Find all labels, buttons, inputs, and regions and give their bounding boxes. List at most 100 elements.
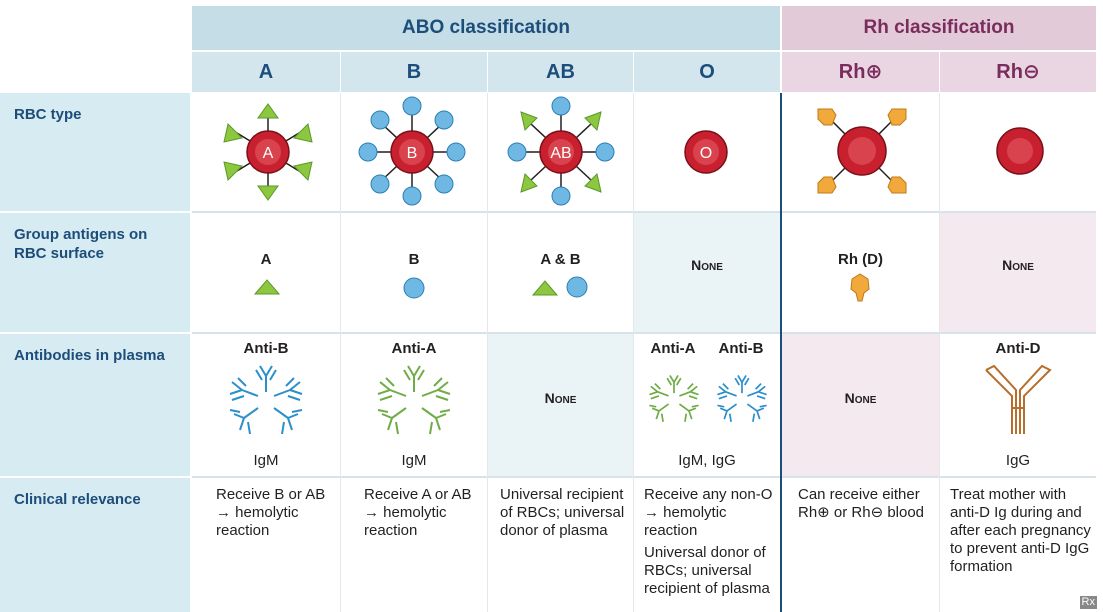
- antigen-cell-b: B: [341, 213, 487, 332]
- antigen-ab-icon: [532, 276, 588, 298]
- clinical-text: Receive A or AB → hemolytic reaction: [364, 486, 472, 539]
- clinical-cell-a: Receive B or AB → hemolytic reaction: [192, 478, 340, 612]
- antigen-b-circle: [434, 174, 454, 194]
- grid-line: [340, 93, 341, 612]
- igm-antibody-icon: [229, 365, 303, 435]
- antigen-label: Rh (D): [838, 251, 883, 268]
- clinical-cell-o: Receive any non-O → hemolytic reaction U…: [634, 478, 780, 612]
- antibody-name: Anti-A: [391, 340, 437, 357]
- column-header-rh-positive: Rh⊕: [782, 52, 939, 92]
- antibody-cell-b: Anti-A IgM: [341, 334, 487, 476]
- antigen-a-triangle: [520, 173, 538, 193]
- none-label: None: [691, 257, 723, 273]
- rh-header: Rh classification: [782, 6, 1096, 50]
- antigen-a-triangle: [293, 123, 313, 143]
- none-label: None: [844, 390, 877, 406]
- clinical-cell-rh-negative: Treat mother with anti-D Ig during and a…: [940, 478, 1096, 612]
- antibody-cell-o: Anti-A Anti-B IgM, IgG: [634, 334, 780, 476]
- grid-line: [192, 332, 1096, 334]
- clinical-cell-ab: Universal recipient of RBCs; universal d…: [488, 478, 633, 612]
- column-header-rh-negative: Rh⊖: [940, 52, 1096, 92]
- antibody-cell-rh-negative: Anti-D IgG: [940, 334, 1096, 476]
- antibody-type: IgM, IgG: [678, 452, 736, 469]
- clinical-text-o-1: Receive any non-O → hemolytic reaction: [644, 486, 773, 539]
- column-header-o: O: [634, 52, 780, 92]
- antigen-cell-rh-positive: Rh (D): [782, 213, 939, 332]
- rbc-b-diagram: B: [358, 96, 466, 206]
- rbc-rh-positive-diagram: [817, 108, 907, 194]
- antibody-type: IgG: [1005, 452, 1031, 469]
- antigen-b-circle: [370, 174, 390, 194]
- none-label: None: [544, 390, 577, 406]
- antibody-name: Anti-B: [243, 340, 289, 357]
- rh-negative-antigen-cell: [940, 213, 1096, 332]
- antigen-cell-rh-negative: None: [940, 213, 1096, 332]
- antigen-label: B: [408, 251, 420, 268]
- column-header-a: A: [192, 52, 340, 92]
- antigen-rh-shape: [887, 176, 907, 194]
- antibody-name: Anti-D: [995, 340, 1041, 357]
- antigen-a-triangle: [520, 111, 538, 131]
- row-label-antigens: Group antigens on RBC surface: [0, 213, 190, 332]
- antigen-rh-icon: [850, 273, 870, 302]
- row-label-rbc-type: RBC type: [0, 93, 190, 211]
- clinical-text: Can receive either Rh⊕ or Rh⊖ blood: [798, 486, 925, 521]
- o-antigen-cell: [634, 213, 780, 332]
- antigen-b-circle: [358, 142, 378, 162]
- antigen-a-icon: [254, 279, 280, 295]
- grid-line: [633, 93, 634, 612]
- antibody-name: Anti-A: [650, 340, 696, 357]
- rbc-b-label: B: [407, 145, 418, 162]
- rbc-o-diagram: O: [684, 130, 728, 174]
- abo-header: ABO classification: [192, 6, 780, 50]
- antigen-b-circle: [595, 142, 615, 162]
- antigen-a-triangle: [257, 103, 279, 119]
- abo-header-title: ABO classification: [402, 17, 570, 38]
- grid-line: [939, 93, 940, 612]
- column-header-b: B: [341, 52, 487, 92]
- antigen-b-circle: [402, 186, 422, 206]
- row-label-antibodies: Antibodies in plasma: [0, 334, 190, 476]
- antigen-rh-shape: [887, 108, 907, 126]
- clinical-cell-b: Receive A or AB → hemolytic reaction: [341, 478, 487, 612]
- antigen-b-circle: [402, 96, 422, 116]
- clinical-text: Receive B or AB → hemolytic reaction: [216, 486, 326, 539]
- rbc-o-label: O: [700, 145, 712, 162]
- antibody-name: Anti-B: [718, 340, 764, 357]
- rh-positive-antibody-cell: [782, 334, 939, 476]
- antigen-a-triangle: [584, 173, 602, 193]
- antibody-type: IgM: [401, 452, 427, 469]
- antigen-b-circle: [446, 142, 466, 162]
- igm-antibody-icon: [377, 365, 451, 435]
- clinical-text: Receive any non-O → hemolytic reaction U…: [644, 486, 776, 598]
- igm-antibody-icon: [649, 375, 699, 422]
- rbc-ab-label: AB: [550, 145, 571, 162]
- rx-mark: Rx: [1079, 596, 1097, 609]
- antigen-a-triangle: [257, 185, 279, 201]
- grid-line: [192, 476, 1096, 478]
- ab-antibody-cell: [488, 334, 633, 476]
- antigen-label: A & B: [540, 251, 581, 268]
- grid-line: [192, 211, 1096, 213]
- clinical-text: Universal recipient of RBCs; universal d…: [500, 486, 625, 539]
- antigen-label: A: [260, 251, 272, 268]
- antibody-cell-a: Anti-B IgM: [192, 334, 340, 476]
- antigen-cell-o: None: [634, 213, 780, 332]
- antigen-b-icon: [403, 277, 425, 299]
- abo-rh-divider: [780, 93, 782, 612]
- antigen-b-circle: [370, 110, 390, 130]
- row-label-clinical: Clinical relevance: [0, 478, 190, 612]
- clinical-cell-rh-positive: Can receive either Rh⊕ or Rh⊖ blood: [782, 478, 939, 612]
- antigen-b-circle: [507, 142, 527, 162]
- antigen-a-triangle: [223, 123, 243, 143]
- antigen-cell-ab: A & B: [488, 213, 633, 332]
- grid-line: [487, 93, 488, 612]
- antigen-a-triangle: [584, 111, 602, 131]
- igm-antibody-icon: [717, 375, 767, 422]
- antibody-type: IgM: [253, 452, 279, 469]
- antigen-b-circle: [551, 186, 571, 206]
- antibody-cell-ab: None: [488, 334, 633, 476]
- rh-header-title: Rh classification: [863, 17, 1015, 38]
- rbc-a-diagram: A: [223, 103, 313, 201]
- antibody-cell-rh-positive: None: [782, 334, 939, 476]
